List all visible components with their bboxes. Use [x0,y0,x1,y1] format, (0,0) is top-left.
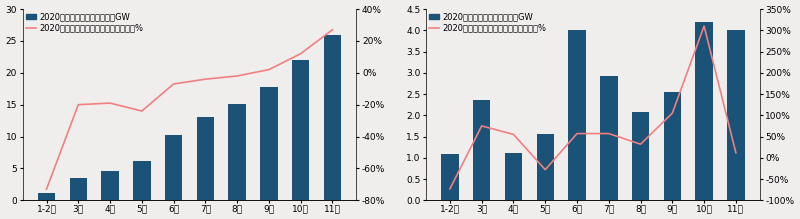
Bar [695,22,713,200]
Legend: 2020年光伏新增累计装机量，GW, 2020年光伏新增累计装机量同比增速，%: 2020年光伏新增累计装机量，GW, 2020年光伏新增累计装机量同比增速，% [24,11,145,34]
Bar [600,76,618,200]
Bar [228,104,246,200]
Bar [102,171,118,200]
Bar [324,35,341,200]
Bar [260,87,278,200]
Bar [568,30,586,200]
Bar [537,134,554,200]
Bar [133,161,150,200]
Bar [632,112,650,200]
Bar [165,135,182,200]
Bar [38,193,55,200]
Bar [292,60,310,200]
Bar [663,92,681,200]
Bar [442,154,458,200]
Legend: 2020年光伏每月新增装机量，GW, 2020年光伏每月新增装机量同比增速，%: 2020年光伏每月新增装机量，GW, 2020年光伏每月新增装机量同比增速，% [428,11,548,34]
Bar [505,153,522,200]
Bar [473,101,490,200]
Bar [70,178,87,200]
Bar [727,30,745,200]
Bar [197,117,214,200]
